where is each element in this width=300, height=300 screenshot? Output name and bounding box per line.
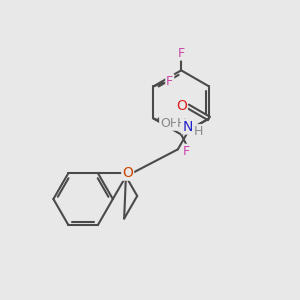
Text: H: H — [177, 117, 186, 130]
Text: O: O — [176, 99, 187, 113]
Text: N: N — [182, 119, 193, 134]
Text: F: F — [166, 74, 173, 88]
Text: O: O — [122, 166, 133, 180]
Text: H: H — [194, 125, 203, 138]
Text: OH: OH — [160, 117, 179, 130]
Text: F: F — [183, 145, 190, 158]
Text: F: F — [178, 46, 185, 60]
